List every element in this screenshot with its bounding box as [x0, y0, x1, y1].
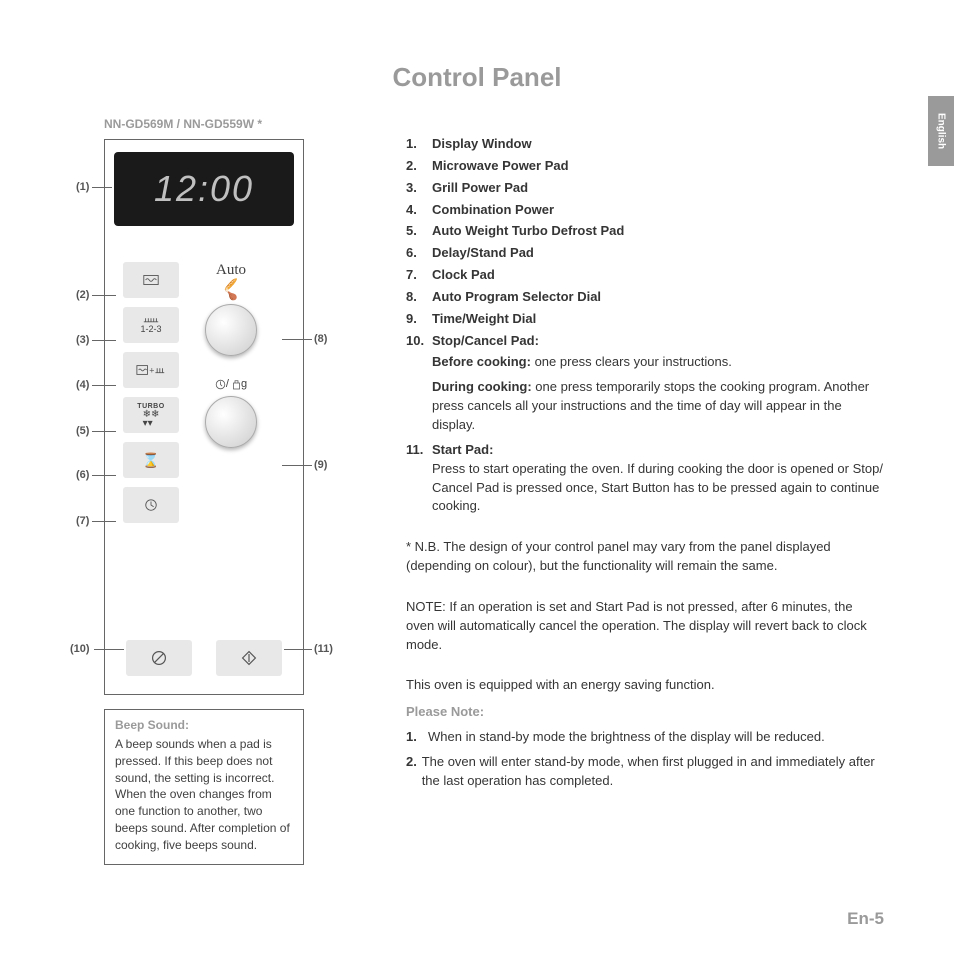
callout-9: (9) — [314, 459, 327, 471]
grill-icon — [142, 316, 160, 324]
beep-text: A beep sounds when a pad is pressed. If … — [115, 736, 293, 854]
please-note-heading: Please Note: — [406, 703, 884, 722]
legend-item: 6.Delay/Stand Pad — [406, 244, 884, 263]
page-title: Control Panel — [0, 0, 954, 93]
clock-pad[interactable] — [123, 487, 179, 523]
dial-column: Auto 🥖🍗 / g — [205, 262, 257, 523]
panel-wrap: (1) (2) (3) (4) (5) (6) (7) (10) (8) (9)… — [70, 139, 370, 695]
start-icon — [241, 650, 257, 666]
callout-11: (11) — [314, 643, 333, 655]
turbo-defrost-pad[interactable]: TURBO ❄❄▾▾ — [123, 397, 179, 433]
legend-item: 7.Clock Pad — [406, 266, 884, 285]
beep-title: Beep Sound: — [115, 718, 293, 732]
pad-column: 1-2-3 + TURBO ❄❄▾▾ ⌛ — [123, 262, 179, 523]
wave-icon — [142, 273, 160, 287]
legend-item: 9.Time/Weight Dial — [406, 310, 884, 329]
right-column: 1.Display Window 2.Microwave Power Pad 3… — [406, 117, 884, 865]
auto-program-dial[interactable] — [205, 304, 257, 356]
clock-icon — [144, 498, 158, 512]
note-item: 2.The oven will enter stand-by mode, whe… — [406, 753, 884, 791]
time-weight-dial[interactable] — [205, 396, 257, 448]
microwave-pad[interactable] — [123, 262, 179, 298]
language-tab: English — [928, 96, 954, 166]
svg-text:+: + — [149, 366, 154, 376]
legend-item: 4.Combination Power — [406, 201, 884, 220]
start-pad[interactable] — [216, 640, 282, 676]
display-time: 12:00 — [154, 168, 254, 210]
display-window: 12:00 — [114, 152, 294, 226]
auto-icons: 🥖🍗 — [224, 280, 238, 300]
combination-pad[interactable]: + — [123, 352, 179, 388]
time-weight-label: / g — [215, 378, 247, 390]
legend-item: 3.Grill Power Pad — [406, 179, 884, 198]
combo-icon: + — [136, 363, 166, 377]
callout-1: (1) — [76, 181, 89, 193]
callout-5: (5) — [76, 425, 89, 437]
legend-list: 1.Display Window 2.Microwave Power Pad 3… — [406, 135, 884, 350]
callout-6: (6) — [76, 469, 89, 481]
hourglass-icon: ⌛ — [142, 452, 159, 469]
grill-pad[interactable]: 1-2-3 — [123, 307, 179, 343]
model-label: NN-GD569M / NN-GD559W * — [104, 117, 370, 131]
defrost-icon: ❄❄▾▾ — [143, 410, 160, 428]
nb-text: * N.B. The design of your control panel … — [406, 538, 884, 576]
legend-item: 1.Display Window — [406, 135, 884, 154]
note-item: 1.When in stand-by mode the brightness o… — [406, 728, 884, 747]
note-text: NOTE: If an operation is set and Start P… — [406, 598, 884, 655]
start-desc: Press to start operating the oven. If du… — [432, 460, 884, 517]
auto-label: Auto — [216, 262, 246, 279]
legend-item-11: 11. Start Pad: — [406, 441, 884, 460]
grill-text: 1-2-3 — [140, 324, 161, 334]
legend-item: 5.Auto Weight Turbo Defrost Pad — [406, 222, 884, 241]
left-column: NN-GD569M / NN-GD559W * (1) (2) (3) (4) … — [70, 117, 370, 865]
callout-10: (10) — [70, 643, 90, 655]
please-note-list: 1.When in stand-by mode the brightness o… — [406, 728, 884, 791]
callout-7: (7) — [76, 515, 89, 527]
bottom-pads — [105, 640, 303, 676]
callout-3: (3) — [76, 334, 89, 346]
page-number: En-5 — [847, 909, 884, 929]
callout-8: (8) — [314, 333, 327, 345]
energy-text: This oven is equipped with an energy sav… — [406, 676, 884, 695]
callout-2: (2) — [76, 289, 89, 301]
legend-item: 10.Stop/Cancel Pad: — [406, 332, 884, 351]
stop-icon — [151, 650, 167, 666]
beep-sound-box: Beep Sound: A beep sounds when a pad is … — [104, 709, 304, 865]
content: NN-GD569M / NN-GD559W * (1) (2) (3) (4) … — [0, 93, 954, 865]
stop-cancel-pad[interactable] — [126, 640, 192, 676]
pads-row: 1-2-3 + TURBO ❄❄▾▾ ⌛ — [123, 262, 295, 523]
legend-item: 2.Microwave Power Pad — [406, 157, 884, 176]
legend-item: 8.Auto Program Selector Dial — [406, 288, 884, 307]
delay-stand-pad[interactable]: ⌛ — [123, 442, 179, 478]
callout-4: (4) — [76, 379, 89, 391]
stop-during: During cooking: one press temporarily st… — [432, 378, 884, 435]
stop-before: Before cooking: one press clears your in… — [432, 353, 884, 372]
control-panel-diagram: 12:00 1-2-3 + — [104, 139, 304, 695]
